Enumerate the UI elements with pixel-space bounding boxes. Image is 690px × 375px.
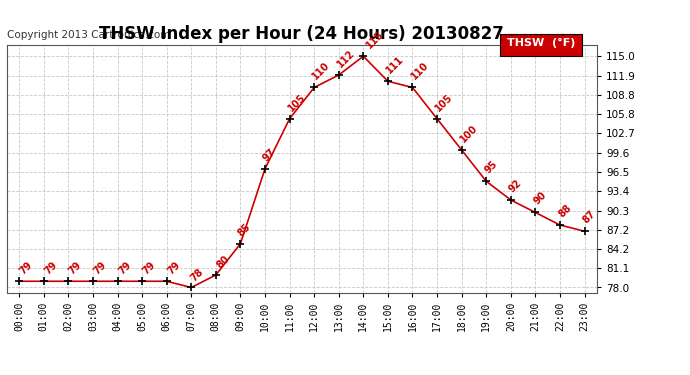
Text: 90: 90: [532, 190, 549, 207]
Text: 85: 85: [235, 222, 253, 239]
Text: 100: 100: [458, 123, 480, 144]
Text: 79: 79: [18, 260, 34, 277]
Text: 87: 87: [581, 209, 598, 226]
Text: 79: 79: [43, 260, 59, 277]
Text: 105: 105: [433, 92, 455, 113]
Text: 79: 79: [141, 260, 157, 277]
Text: 92: 92: [507, 178, 524, 194]
Text: 79: 79: [166, 260, 182, 277]
Text: THSW  (°F): THSW (°F): [506, 38, 575, 48]
Text: 88: 88: [556, 202, 573, 219]
Text: 79: 79: [92, 260, 108, 277]
FancyBboxPatch shape: [500, 34, 582, 56]
Text: 78: 78: [189, 266, 206, 283]
Text: 115: 115: [364, 29, 386, 51]
Text: 111: 111: [384, 54, 406, 76]
Text: 112: 112: [335, 48, 357, 69]
Text: 79: 79: [117, 260, 133, 277]
Text: 80: 80: [215, 253, 231, 270]
Text: 110: 110: [408, 60, 430, 82]
Text: Copyright 2013 Cartronics.com: Copyright 2013 Cartronics.com: [7, 30, 170, 40]
Text: 95: 95: [482, 159, 499, 176]
Text: 97: 97: [262, 147, 278, 163]
Title: THSW Index per Hour (24 Hours) 20130827: THSW Index per Hour (24 Hours) 20130827: [99, 26, 504, 44]
Text: 79: 79: [67, 260, 83, 277]
Text: 105: 105: [286, 92, 307, 113]
Text: 110: 110: [310, 60, 332, 82]
